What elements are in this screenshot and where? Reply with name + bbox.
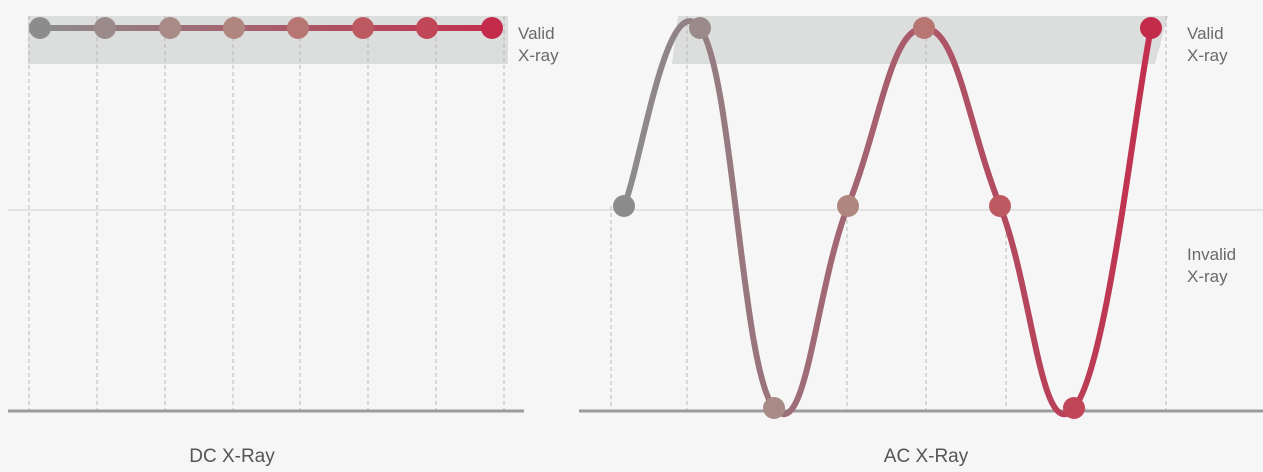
dc-grid <box>28 16 505 411</box>
ac-point <box>989 195 1011 217</box>
ac-point <box>913 17 935 39</box>
dc-point <box>352 17 374 39</box>
dc-point <box>416 17 438 39</box>
ac-grid <box>610 16 1167 411</box>
ac-valid-label: Valid X-ray <box>1187 24 1228 65</box>
dc-point <box>287 17 309 39</box>
ac-point <box>763 397 785 419</box>
dc-panel <box>8 16 1263 413</box>
ac-point <box>1140 17 1162 39</box>
ac-point <box>1063 397 1085 419</box>
dc-signal-points <box>29 17 503 39</box>
ac-valid-band <box>672 16 1168 64</box>
dc-point <box>223 17 245 39</box>
dc-caption: DC X-Ray <box>189 446 275 467</box>
ac-point <box>837 195 859 217</box>
dc-point <box>29 17 51 39</box>
ac-signal-points <box>613 17 1162 419</box>
ac-invalid-label: Invalid X-ray <box>1187 245 1237 286</box>
dc-valid-label: Valid X-ray <box>518 24 559 65</box>
ac-caption: AC X-Ray <box>883 446 969 467</box>
ac-point <box>689 17 711 39</box>
ac-point <box>613 195 635 217</box>
ac-signal-curve <box>621 18 1154 418</box>
dc-point <box>94 17 116 39</box>
dc-point <box>159 17 181 39</box>
ac-panel <box>579 16 1263 419</box>
dc-point <box>481 17 503 39</box>
